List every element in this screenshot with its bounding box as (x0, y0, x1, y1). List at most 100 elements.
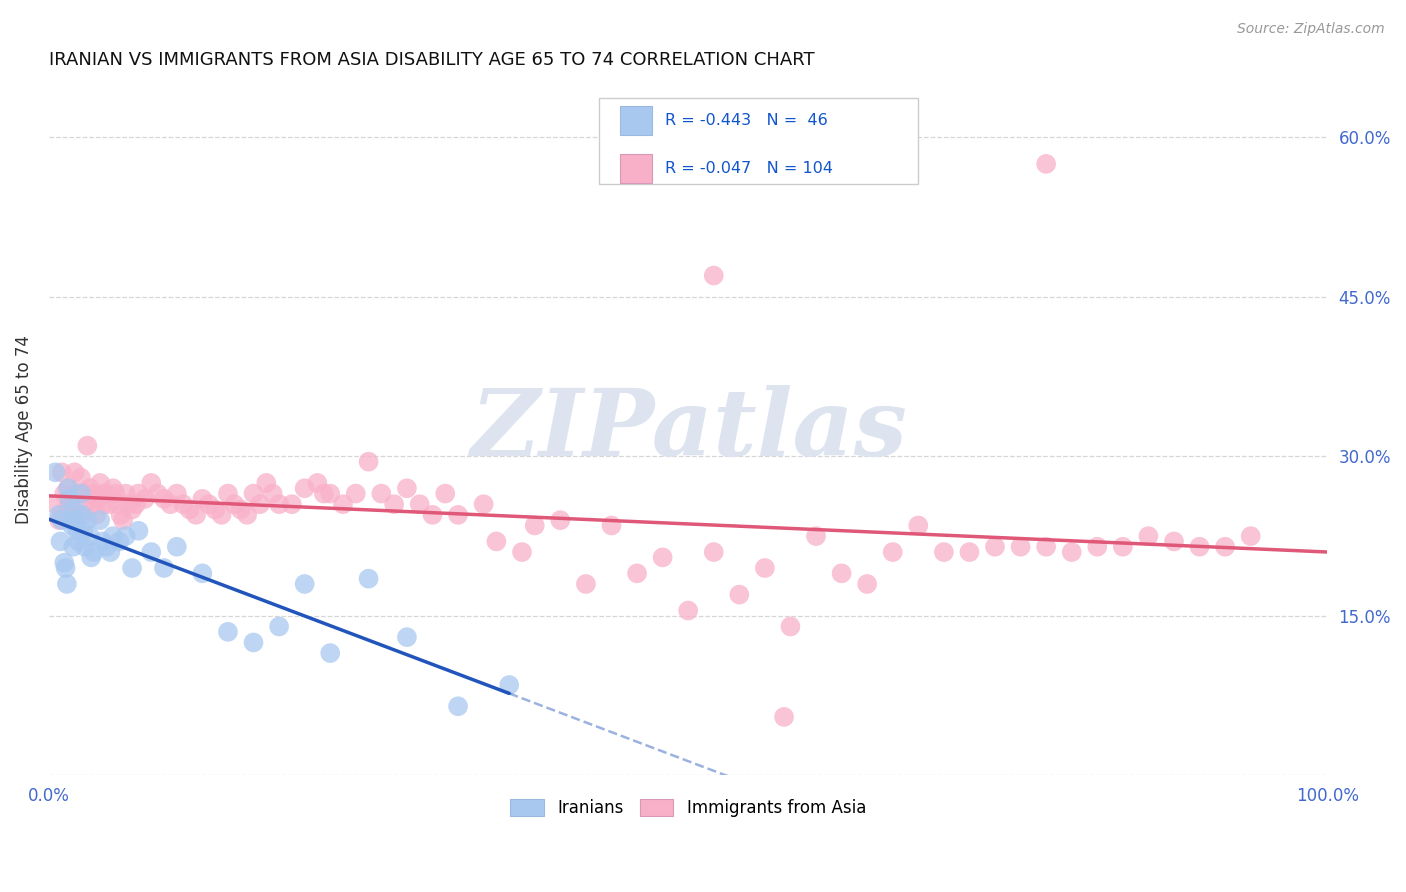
Point (112, 513, 135, 527)
Point (1240, 529, 1263, 543)
Point (319, 646, 342, 660)
Point (101, 529, 124, 543)
Point (66, 486, 89, 500)
Point (101, 481, 124, 495)
Point (89, 475, 111, 490)
Point (249, 497, 271, 511)
Point (86, 491, 108, 506)
Point (56, 577, 79, 591)
Point (63, 465, 86, 479)
Point (217, 486, 239, 500)
Point (121, 502, 143, 516)
Point (91, 534, 114, 549)
Text: ZIPatlas: ZIPatlas (470, 384, 907, 475)
Point (236, 508, 259, 522)
Point (55, 561, 77, 575)
Point (73, 497, 96, 511)
Point (107, 497, 129, 511)
Point (83, 545, 105, 559)
Point (179, 502, 201, 516)
Point (191, 491, 214, 506)
Point (146, 486, 169, 500)
Point (141, 545, 163, 559)
Point (62, 540, 84, 554)
Text: R = -0.443   N =  46: R = -0.443 N = 46 (665, 113, 828, 128)
Point (93, 497, 115, 511)
Point (651, 550, 673, 565)
Point (409, 497, 432, 511)
Point (153, 561, 176, 575)
Text: Source: ZipAtlas.com: Source: ZipAtlas.com (1237, 22, 1385, 37)
Point (153, 491, 176, 506)
Bar (620, 154, 652, 183)
Point (48, 508, 70, 522)
Point (434, 486, 457, 500)
Point (79, 481, 101, 495)
Point (1112, 540, 1135, 554)
Point (523, 518, 546, 533)
Point (498, 678, 520, 692)
Point (703, 268, 725, 283)
Point (66, 524, 89, 538)
Point (204, 502, 226, 516)
FancyBboxPatch shape (599, 98, 918, 185)
Point (1188, 540, 1211, 554)
Point (67, 534, 90, 549)
Point (281, 497, 304, 511)
Legend: Iranians, Immigrants from Asia: Iranians, Immigrants from Asia (503, 792, 873, 824)
Point (114, 486, 136, 500)
Point (312, 486, 335, 500)
Point (550, 513, 572, 527)
Point (127, 524, 149, 538)
Point (224, 497, 246, 511)
Point (121, 561, 143, 575)
Point (357, 572, 380, 586)
Point (69, 508, 91, 522)
Point (76, 439, 98, 453)
Point (110, 508, 132, 522)
Point (294, 577, 316, 591)
Point (96, 540, 118, 554)
Point (957, 545, 980, 559)
Point (63, 502, 86, 516)
Point (1035, 540, 1057, 554)
Point (294, 481, 316, 495)
Point (229, 502, 252, 516)
Point (779, 619, 801, 633)
Point (1137, 529, 1160, 543)
Point (211, 508, 233, 522)
Point (53, 556, 76, 570)
Point (58, 491, 80, 506)
Point (262, 486, 284, 500)
Point (48, 513, 70, 527)
Point (1035, 157, 1057, 171)
Point (98, 497, 121, 511)
Point (104, 486, 127, 500)
Point (184, 508, 207, 522)
Point (773, 710, 796, 724)
Point (1163, 534, 1185, 549)
Point (703, 545, 725, 559)
Point (626, 566, 648, 581)
Point (267, 619, 290, 633)
Point (1060, 545, 1083, 559)
Point (984, 540, 1007, 554)
Y-axis label: Disability Age 65 to 74: Disability Age 65 to 74 (15, 335, 32, 524)
Point (728, 588, 751, 602)
Point (307, 475, 329, 490)
Point (242, 486, 264, 500)
Point (242, 635, 264, 649)
Point (395, 630, 418, 644)
Point (49, 534, 72, 549)
Point (65, 513, 87, 527)
Point (804, 529, 827, 543)
Point (472, 497, 495, 511)
Point (96, 486, 118, 500)
Point (267, 497, 290, 511)
Point (108, 534, 131, 549)
Point (1213, 540, 1236, 554)
Point (114, 529, 136, 543)
Point (80, 550, 103, 565)
Point (191, 566, 214, 581)
Point (141, 475, 163, 490)
